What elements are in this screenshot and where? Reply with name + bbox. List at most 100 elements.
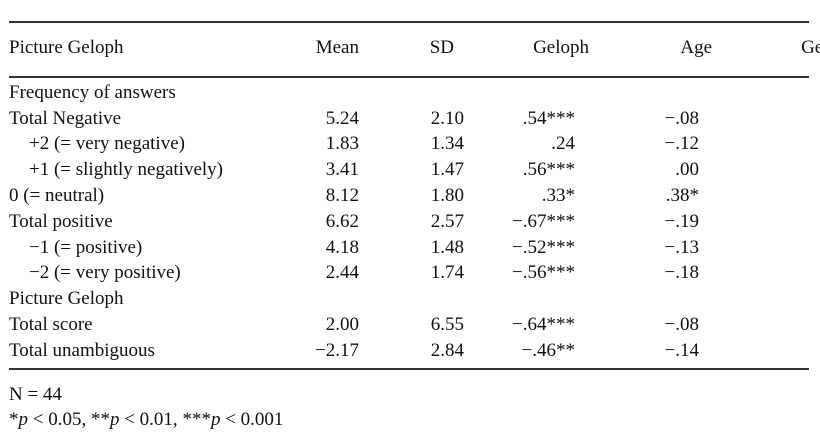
cell-geloph: [464, 286, 597, 312]
p3-symbol: p: [210, 409, 221, 430]
bottom-rule: [9, 368, 809, 370]
cell-mean: 3.41: [325, 159, 359, 181]
p3-stars: ***: [182, 409, 211, 430]
cell-geloph: .33*: [541, 185, 575, 207]
cell-gender: .00: [742, 132, 820, 158]
table-body: Frequency of answers Total Negative 5.24 2.…: [9, 64, 820, 364]
cell-mean: 4.18: [325, 236, 359, 258]
p1-threshold: < 0.05,: [28, 409, 91, 430]
cell-label: +2 (= very negative): [29, 133, 185, 155]
table-row: Total Negative 5.24 2.10 .54*** −.08 .00: [9, 106, 820, 132]
cell-age: .00: [675, 159, 699, 181]
cell-geloph: −.46**: [521, 339, 575, 361]
cell-gender: [742, 64, 820, 106]
table-row: Frequency of answers: [9, 64, 820, 106]
table-row: Total positive 6.62 2.57 −.67*** −.19 .02: [9, 209, 820, 235]
table-row: Picture Geloph: [9, 286, 820, 312]
p3-threshold: < 0.001: [220, 409, 284, 430]
header-gender: Gender: [801, 37, 820, 58]
cell-sd: 2.10: [430, 107, 464, 129]
cell-mean: [309, 286, 359, 312]
table-notes: N = 44 *p < 0.05, **p < 0.01, ***p < 0.0…: [9, 382, 283, 432]
cell-label: Total unambiguous: [9, 339, 155, 361]
cell-age: [597, 286, 742, 312]
p1-stars: *: [9, 409, 19, 430]
cell-label: Total score: [9, 314, 93, 336]
cell-label: +1 (= slightly negatively): [29, 159, 223, 181]
statistics-table: Picture Geloph Mean SD Geloph Age Gender…: [9, 32, 820, 364]
cell-geloph: .54***: [522, 107, 575, 129]
table-row: −2 (= very positive) 2.44 1.74 −.56*** −.18 −…: [9, 261, 820, 287]
cell-geloph: .56***: [522, 159, 575, 181]
cell-age: −.08: [664, 107, 699, 129]
cell-age: .38*: [665, 185, 699, 207]
cell-label: Frequency of answers: [9, 81, 176, 103]
table-row: Total unambiguous −2.17 2.84 −.46** −.14 .03: [9, 338, 820, 364]
header-mean: Mean: [315, 37, 359, 58]
cell-label: Total positive: [9, 210, 113, 232]
table-row: +1 (= slightly negatively) 3.41 1.47 .56***…: [9, 157, 820, 183]
header-label: Picture Geloph: [9, 37, 124, 58]
cell-age: [597, 64, 742, 106]
cell-sd: 6.55: [430, 314, 464, 336]
cell-label: −2 (= very positive): [29, 262, 181, 284]
cell-age: −.18: [664, 262, 699, 284]
p1-symbol: p: [18, 409, 29, 430]
cell-age: −.14: [664, 339, 699, 361]
cell-gender: .03: [742, 338, 820, 364]
cell-sd: [359, 286, 464, 312]
cell-mean: 8.12: [325, 185, 359, 207]
cell-mean: 5.24: [325, 107, 359, 129]
cell-mean: −2.17: [315, 339, 359, 361]
cell-gender: [742, 286, 820, 312]
cell-sd: 1.74: [430, 262, 464, 284]
cell-sd: 1.48: [430, 236, 464, 258]
table-header-row: Picture Geloph Mean SD Geloph Age Gender: [9, 32, 820, 64]
p2-threshold: < 0.01,: [119, 409, 183, 430]
cell-label: 0 (= neutral): [9, 185, 105, 207]
cell-age: −.08: [664, 314, 699, 336]
header-geloph: Geloph: [533, 37, 589, 58]
cell-age: −.19: [664, 210, 699, 232]
significance-note: *p < 0.05, **p < 0.01, ***p < 0.001: [9, 407, 283, 432]
table-row: 0 (= neutral) 8.12 1.80 .33* .38* −.04: [9, 183, 820, 209]
cell-geloph: −.52***: [512, 236, 575, 258]
cell-age: −.12: [664, 133, 699, 155]
cell-mean: 1.83: [325, 133, 359, 155]
cell-sd: 1.34: [430, 133, 464, 155]
cell-gender: .01: [742, 157, 820, 183]
p2-symbol: p: [109, 409, 120, 430]
cell-label: −1 (= positive): [29, 236, 143, 258]
p2-stars: **: [90, 409, 110, 430]
table-row: +2 (= very negative) 1.83 1.34 .24 −.12 .00: [9, 132, 820, 158]
cell-sd: [359, 64, 464, 106]
cell-mean: 6.62: [325, 210, 359, 232]
header-rule: [9, 76, 809, 78]
top-rule: [9, 21, 809, 23]
cell-gender: −.04: [742, 183, 820, 209]
cell-sd: 1.80: [430, 185, 464, 207]
cell-geloph: −.67***: [512, 210, 575, 232]
cell-age: −.13: [664, 236, 699, 258]
cell-gender: .02: [742, 209, 820, 235]
cell-sd: 2.57: [430, 210, 464, 232]
cell-label: Picture Geloph: [9, 288, 124, 310]
cell-geloph: −.56***: [512, 262, 575, 284]
cell-geloph: .24: [551, 133, 575, 155]
cell-mean: 2.00: [325, 314, 359, 336]
table-row: −1 (= positive) 4.18 1.48 −.52*** −.13 .16: [9, 235, 820, 261]
cell-label: Total Negative: [9, 107, 122, 129]
cell-gender: −.10: [742, 261, 820, 287]
header-sd: SD: [429, 37, 454, 58]
cell-mean: [309, 64, 359, 106]
cell-geloph: −.64***: [512, 314, 575, 336]
cell-geloph: [464, 64, 597, 106]
table-row: Total score 2.00 6.55 −.64*** −.08 −.02: [9, 312, 820, 338]
cell-sd: 2.84: [430, 339, 464, 361]
cell-gender: −.02: [742, 312, 820, 338]
cell-gender: .00: [742, 106, 820, 132]
header-age: Age: [680, 37, 712, 58]
cell-sd: 1.47: [430, 159, 464, 181]
sample-size-note: N = 44: [9, 384, 62, 405]
